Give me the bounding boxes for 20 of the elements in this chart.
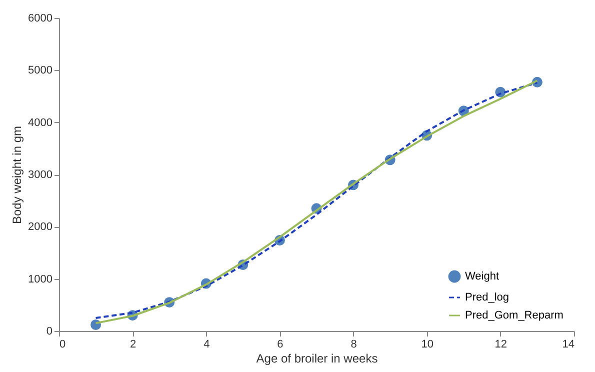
legend-label: Pred_Gom_Reparm (465, 310, 564, 322)
x-tick-label: 0 (60, 338, 66, 350)
legend-label: Pred_log (465, 292, 510, 304)
y-tick-label: 3000 (28, 169, 52, 181)
x-tick-label: 10 (421, 338, 434, 350)
x-tick-label: 6 (277, 338, 284, 350)
x-tick-label: 4 (204, 338, 210, 350)
x-axis-title: Age of broiler in weeks (256, 352, 378, 366)
x-tick-label: 8 (350, 338, 357, 350)
y-tick-label: 6000 (28, 12, 52, 24)
y-tick-label: 2000 (28, 221, 52, 234)
y-tick-label: 4000 (28, 116, 52, 129)
y-tick-label: 5000 (28, 64, 52, 77)
x-tick-label: 2 (130, 338, 136, 350)
y-tick-label: 0 (46, 326, 52, 338)
y-tick-label: 1000 (28, 273, 52, 286)
legend-label: Weight (465, 270, 500, 282)
x-tick-label: 12 (494, 338, 508, 350)
y-axis-title: Body weight in gm (10, 126, 24, 224)
x-tick-label: 14 (562, 338, 574, 350)
